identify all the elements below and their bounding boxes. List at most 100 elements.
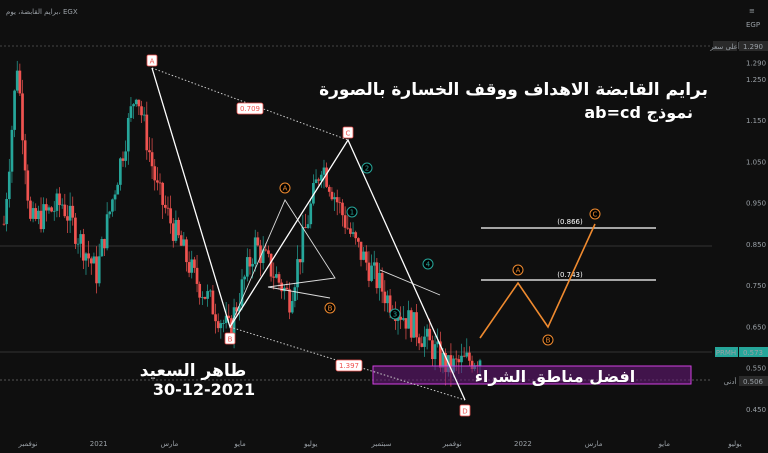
candle-body — [457, 359, 461, 363]
price-axis[interactable]: 1.290 1.250 1.150 1.050 0.950 0.850 0.750 0.650… — [709, 0, 768, 453]
sub-point-b: B — [324, 302, 336, 314]
svg-text:3: 3 — [393, 311, 397, 319]
candles — [2, 60, 482, 387]
candle-body — [200, 296, 204, 298]
proj-point-a: A — [512, 264, 524, 276]
x-tick-label: يوليو — [303, 440, 317, 448]
wave-3: 3 — [389, 308, 401, 320]
svg-text:A: A — [516, 267, 521, 275]
x-tick-label: سبتمبر — [370, 440, 391, 448]
candle-body — [401, 318, 405, 320]
candle-body — [438, 341, 442, 368]
candle-body — [195, 267, 199, 284]
candle-body — [193, 259, 196, 268]
svg-text:C: C — [346, 130, 351, 138]
ratio-bd-box: 1.397 — [335, 359, 363, 372]
candle-body — [330, 191, 334, 200]
last-price-text: 0.573 — [743, 349, 763, 357]
candle-body — [179, 235, 183, 246]
candle-body — [129, 106, 133, 118]
candle-body — [13, 90, 16, 130]
candle-body — [21, 93, 24, 141]
currency-label: EGP — [746, 21, 760, 29]
target-lines — [481, 227, 656, 281]
symbol-info[interactable]: برايم القابضة، يوم، EGX — [6, 8, 78, 16]
x-tick-label: نوفمبر — [442, 440, 462, 448]
candle-body — [259, 245, 262, 264]
ratio-lines — [151, 67, 466, 401]
candle-body — [343, 215, 347, 228]
ratio-ac-label: 0.709 — [240, 105, 260, 113]
candle-body — [26, 170, 30, 201]
candle-body — [161, 182, 165, 205]
candle-body — [333, 197, 336, 200]
candle-body — [18, 70, 22, 94]
candle-body — [10, 129, 14, 172]
candle-body — [280, 282, 284, 292]
candle-body — [354, 232, 358, 239]
candle-body — [140, 106, 143, 116]
svg-text:A: A — [283, 185, 288, 193]
x-tick-label: نوفمبر — [18, 440, 38, 448]
candle-body — [240, 279, 244, 307]
candle-body — [367, 262, 371, 281]
high-tag — [713, 41, 737, 51]
candle-body — [50, 207, 53, 212]
point-b: B — [224, 332, 236, 345]
candle-body — [63, 204, 67, 217]
candle-body — [203, 296, 207, 299]
candle-body — [420, 343, 424, 347]
candle-body — [359, 241, 363, 260]
x-tick-label: 2021 — [90, 440, 108, 448]
y-tick-label: 0.950 — [746, 200, 766, 208]
candle-body — [433, 344, 437, 360]
candle-body — [346, 227, 350, 229]
menu-icon[interactable]: ≡ — [749, 7, 755, 15]
candle-body — [153, 166, 157, 181]
candle-body — [388, 295, 392, 313]
candle-body — [309, 203, 313, 225]
y-tick-label: 1.290 — [746, 59, 766, 67]
buy-zone-label: افضل مناطق الشراء — [475, 367, 635, 386]
buy-zone — [372, 365, 692, 385]
candle-body — [150, 152, 154, 167]
point-d: D — [459, 404, 471, 417]
candle-body — [285, 287, 289, 290]
candle-body — [404, 318, 408, 329]
target-a-label: (0.743) — [557, 271, 583, 279]
candle-body — [298, 259, 302, 263]
candle-body — [113, 194, 117, 200]
ticker-tag-text: PRMH — [716, 349, 736, 357]
candle-body — [431, 340, 434, 360]
candle-body — [407, 310, 410, 329]
candle-body — [134, 99, 138, 105]
candle-body — [425, 328, 429, 337]
candle-body — [31, 208, 35, 219]
candle-body — [399, 316, 403, 320]
y-tick-label: 0.750 — [746, 282, 766, 290]
candle-body — [449, 355, 453, 373]
candle-body — [89, 258, 93, 264]
ratio-ac-box: 0.709 — [236, 102, 264, 115]
candle-body — [208, 290, 212, 292]
candle-body — [269, 253, 273, 277]
title-line1: برايم القابضة الاهداف ووقف الخسارة بالصو… — [319, 80, 708, 100]
proj-point-b: B — [542, 334, 554, 346]
candle-body — [52, 210, 56, 212]
candle-body — [444, 352, 447, 373]
candle-body — [335, 197, 339, 203]
candle-body — [74, 217, 77, 244]
y-tick-label: 0.450 — [746, 406, 766, 414]
svg-text:4: 4 — [426, 261, 431, 269]
candle-body — [100, 239, 104, 257]
candle-body — [142, 114, 146, 116]
y-tick-label: 1.150 — [746, 117, 766, 125]
candle-body — [156, 180, 159, 183]
x-tick-label: مايو — [658, 440, 671, 448]
candle-body — [235, 307, 239, 312]
candle-body — [158, 182, 162, 184]
candle-body — [314, 179, 318, 184]
candle-body — [277, 274, 281, 283]
